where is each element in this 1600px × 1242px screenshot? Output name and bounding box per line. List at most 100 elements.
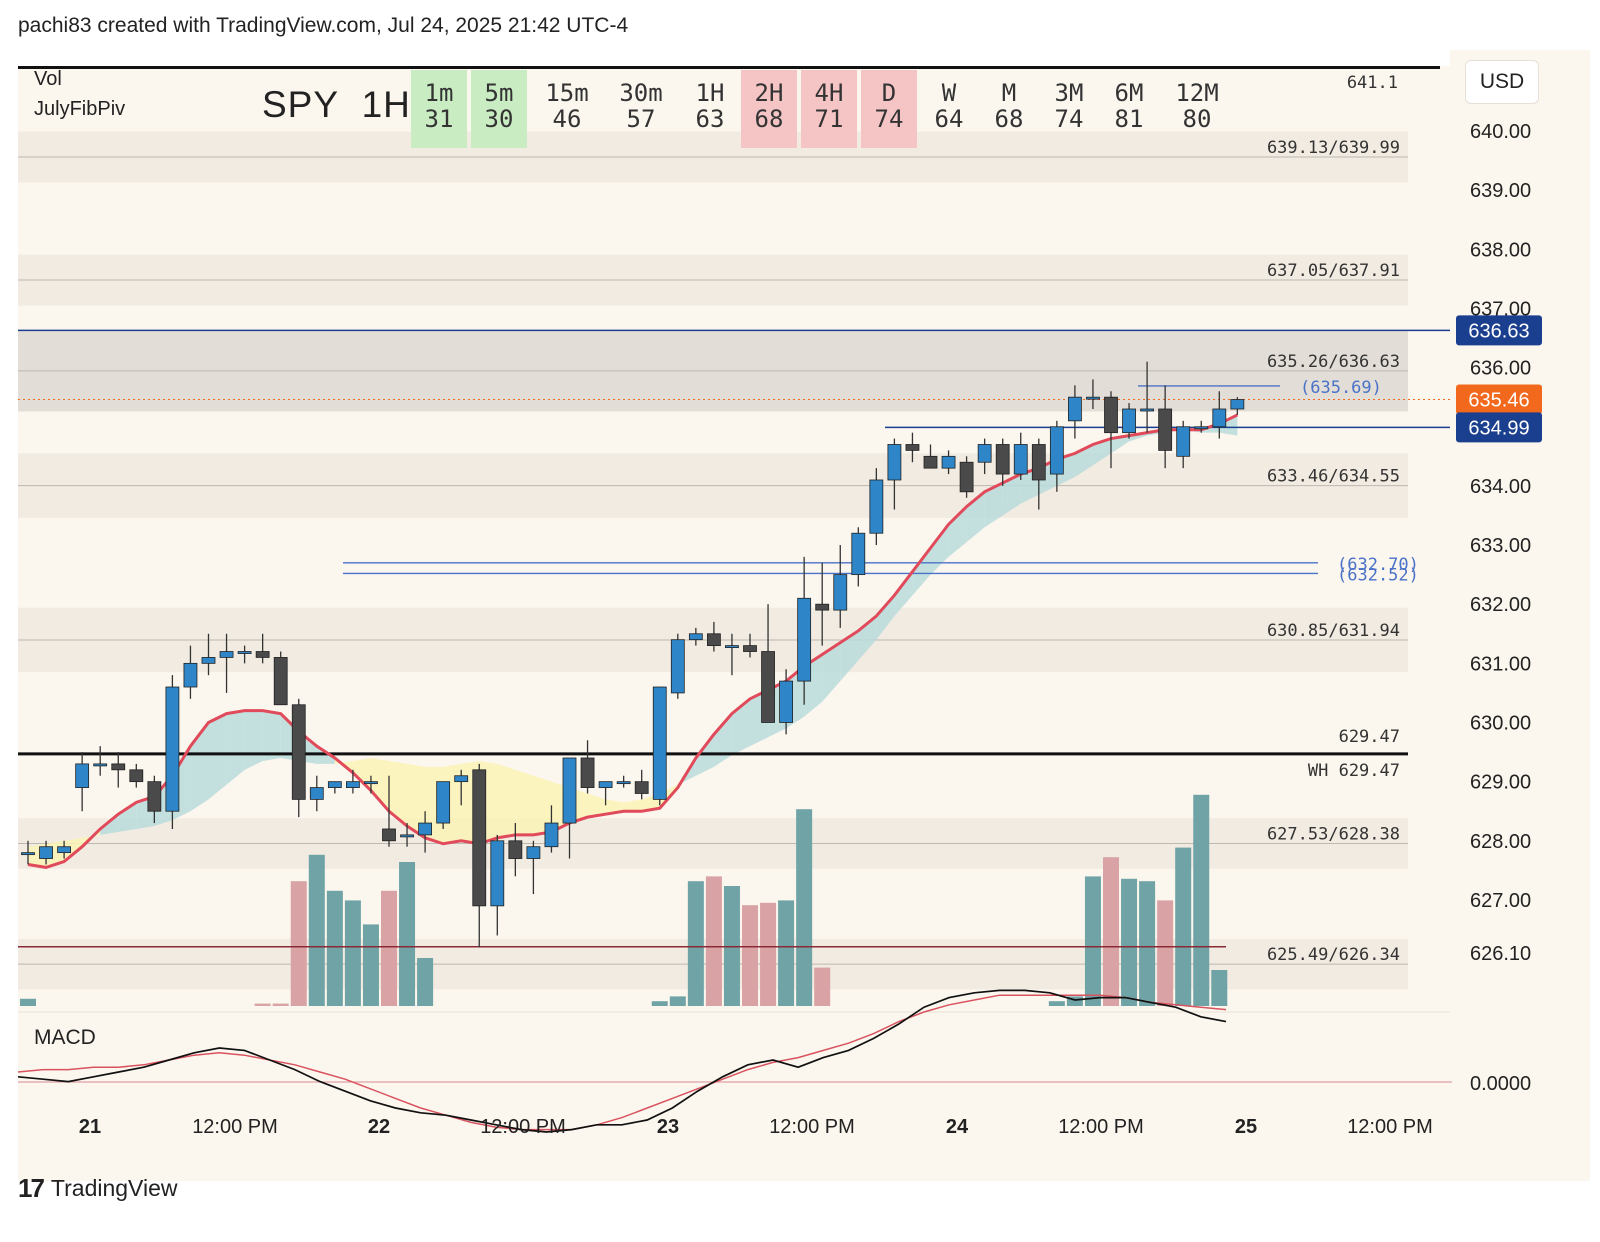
timeframe-cell: 1m 31: [411, 70, 467, 148]
macd-legend[interactable]: MACD: [34, 1026, 96, 1049]
timeframe-label: 6M: [1114, 79, 1144, 107]
timeframe-value: 31: [424, 105, 454, 133]
timeframe-value: 63: [695, 105, 725, 133]
candle-body: [400, 834, 414, 838]
candle-body: [201, 657, 216, 664]
candle-body: [580, 757, 595, 788]
timeframe-value: 46: [552, 105, 582, 133]
volume-bar: [344, 900, 361, 1006]
time-tick-label: 22: [368, 1116, 390, 1138]
ema-cloud-segment: [262, 710, 281, 761]
ema-cloud-segment: [533, 775, 552, 835]
timeframe-value: 68: [754, 105, 784, 133]
volume-bar: [1066, 996, 1083, 1006]
candle-body: [1031, 444, 1046, 481]
ema-cloud-segment: [930, 524, 949, 575]
candle-body: [1104, 396, 1118, 434]
timeframe-value: 81: [1114, 105, 1144, 133]
candle-body: [959, 461, 974, 493]
timeframe-label: D: [881, 79, 897, 107]
timeframe-label: 1m: [424, 79, 454, 107]
macd-axis-label: 0.0000: [1470, 1073, 1531, 1095]
volume-bar: [687, 881, 704, 1006]
price-tick-label: 637.00: [1470, 298, 1531, 320]
candle-body: [255, 651, 270, 658]
candle-body: [688, 633, 703, 641]
time-tick-label: 24: [946, 1116, 969, 1138]
indicator-legend[interactable]: JulyFibPiv: [34, 98, 126, 120]
candle-body: [869, 479, 884, 534]
volume-bar: [1175, 847, 1192, 1006]
timeframe-value: 71: [814, 105, 844, 133]
marked-level-label: (632.70): [1337, 555, 1419, 575]
candle-body: [905, 444, 920, 451]
volume-bar: [651, 1001, 668, 1006]
volume-bar: [1193, 794, 1210, 1006]
macd-signal-line: [17, 994, 1227, 1131]
ema-cloud-segment: [497, 763, 516, 838]
top-value-label: 641.1: [1347, 73, 1398, 93]
ema-cloud-segment: [389, 760, 408, 827]
candle-body: [526, 846, 541, 859]
volume-bar: [20, 998, 36, 1006]
candle-body: [273, 657, 288, 706]
ticker: SPY: [262, 84, 340, 125]
price-tick-label: 634.00: [1470, 476, 1531, 498]
time-tick-label: 12:00 PM: [480, 1116, 566, 1138]
candle-body: [977, 444, 992, 463]
tradingview-logo[interactable]: 17 TradingView: [18, 1173, 178, 1204]
volume-bar: [1139, 881, 1156, 1006]
candle-body: [327, 781, 342, 788]
volume-bar: [1157, 900, 1174, 1006]
volume-bar: [399, 862, 416, 1006]
candle-body: [544, 822, 559, 848]
price-tick-label: 628.00: [1470, 831, 1531, 853]
time-tick-label: 12:00 PM: [192, 1116, 278, 1138]
candle-body: [725, 645, 739, 649]
candle-body: [219, 651, 234, 658]
brand-name: TradingView: [50, 1175, 178, 1201]
timeframe-value: 68: [994, 105, 1024, 133]
candle-body: [1176, 426, 1191, 457]
volume-bar: [778, 900, 795, 1006]
volume-bar: [814, 967, 831, 1006]
volume-bar: [1048, 1001, 1065, 1006]
price-tick-label: 633.00: [1470, 535, 1531, 557]
volume-legend[interactable]: Vol: [34, 68, 62, 90]
candle-body: [707, 633, 721, 647]
price-tick-label: 630.00: [1470, 713, 1531, 735]
volume-bar: [1084, 876, 1101, 1006]
volume-bar: [362, 924, 379, 1006]
ema-cloud-segment: [822, 642, 841, 702]
candle-body: [779, 680, 793, 723]
volume-bar: [1121, 878, 1138, 1006]
price-tick-label: 639.00: [1470, 180, 1531, 202]
ema-cloud-segment: [190, 722, 209, 812]
volume-bar: [1103, 857, 1119, 1006]
ema-cloud-segment: [226, 710, 245, 785]
price-badge: [1456, 315, 1542, 346]
candle-body: [237, 651, 252, 654]
candle-body: [743, 645, 757, 652]
candle-body: [183, 662, 198, 688]
ema-cloud-segment: [1002, 474, 1021, 516]
ema-cloud-segment: [713, 713, 732, 767]
candle-body: [382, 828, 396, 842]
currency-button[interactable]: USD: [1465, 60, 1539, 104]
timeframe-cell: 6M 81: [1101, 70, 1157, 148]
candle-body: [21, 852, 35, 856]
ema-cloud-segment: [894, 571, 913, 617]
price-axis-panel[interactable]: [1450, 50, 1590, 1181]
candle-body: [472, 769, 487, 907]
volume-bar: [308, 854, 325, 1006]
zone-label: 635.26/636.63: [1267, 352, 1400, 372]
timeframe-label: 1H: [695, 79, 725, 107]
marked-level-label: (632.52): [1337, 565, 1419, 585]
timeframe-label: 4H: [814, 79, 844, 107]
timeframe-label: 3M: [1054, 79, 1084, 107]
candle-body: [761, 651, 775, 723]
time-tick-label: 12:00 PM: [1058, 1116, 1144, 1138]
ema-cloud-segment: [948, 506, 967, 557]
candle-body: [562, 757, 577, 824]
